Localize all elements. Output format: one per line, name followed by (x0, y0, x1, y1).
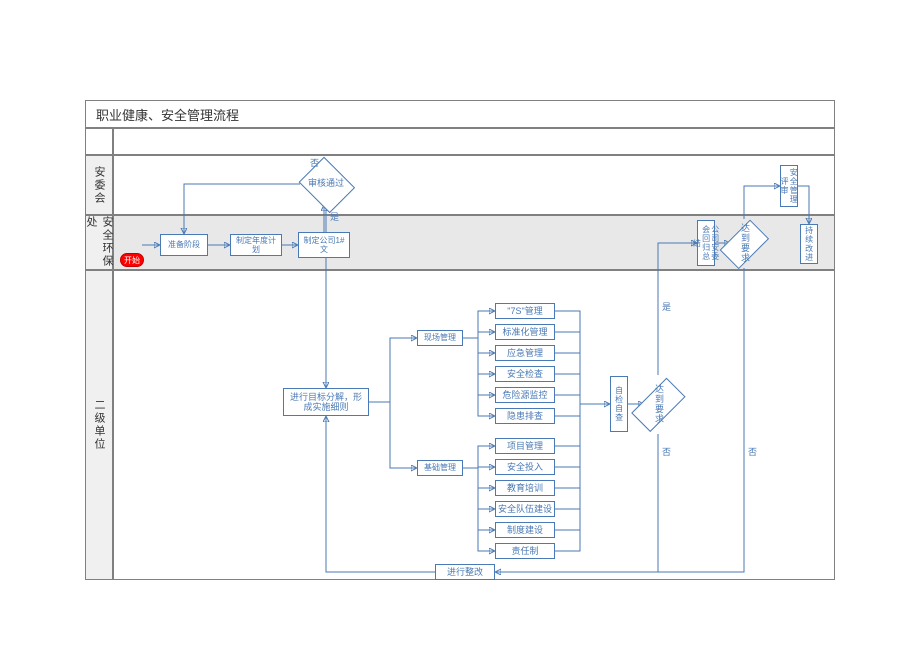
node-improve: 持续改进 (800, 224, 818, 264)
node-approve: 审核通过 (296, 160, 356, 208)
spacer-right (113, 128, 835, 155)
node-hazard: 隐患排查 (495, 408, 555, 424)
node-base_mgmt: 基础管理 (417, 460, 463, 476)
node-safety_chk: 安全检查 (495, 366, 555, 382)
node-prep: 准备阶段 (160, 234, 208, 256)
lane-label-3: 二级单位 (85, 270, 113, 580)
node-team: 安全队伍建设 (495, 501, 555, 517)
node-reach_req: 达到要求 (640, 370, 676, 438)
lane-label-2-text: 安全环保处 (83, 216, 115, 269)
node-proj_mgmt: 项目管理 (495, 438, 555, 454)
node-system: 制度建设 (495, 522, 555, 538)
node-start: 开始 (120, 253, 144, 267)
title-bar: 职业健康、安全管理流程 (85, 100, 835, 128)
edge-label-yes2: 是 (662, 300, 671, 313)
node-site_mgmt: 现场管理 (417, 330, 463, 346)
node-self_chk: 自检自查 (610, 376, 628, 432)
lane-label-1: 安委会 (85, 155, 113, 215)
node-s7: "7S"管理 (495, 303, 555, 319)
spacer-left (85, 128, 113, 155)
node-risk_ctrl: 危险源监控 (495, 387, 555, 403)
lane-label-2: 安全环保处 (85, 215, 113, 270)
node-summary: 公司安委会回归总结 (697, 220, 715, 266)
node-reach_req2: 达到要求 (726, 214, 762, 272)
node-decompose: 进行目标分解，形成实施细则 (283, 388, 369, 416)
lane-body-3 (113, 270, 835, 580)
title-text: 职业健康、安全管理流程 (96, 105, 239, 124)
node-annual_plan: 制定年度计划 (230, 234, 282, 256)
node-standard: 标准化管理 (495, 324, 555, 340)
edge-label-no2: 否 (662, 445, 671, 458)
node-invest: 安全投入 (495, 459, 555, 475)
node-training: 教育培训 (495, 480, 555, 496)
node-company_doc: 制定公司1# 文 (298, 232, 350, 258)
node-responsib: 责任制 (495, 543, 555, 559)
node-mgmt_review: 安全管理评审 (780, 165, 798, 207)
lane-body-1 (113, 155, 835, 215)
lane-label-3-text: 二级单位 (91, 399, 107, 451)
lane-label-1-text: 安委会 (91, 166, 107, 205)
node-rectify: 进行整改 (435, 564, 495, 580)
node-emergency: 应急管理 (495, 345, 555, 361)
edge-label-no3: 否 (748, 445, 757, 458)
edge-label-no1: 否 (310, 156, 319, 169)
edge-label-yes1: 是 (330, 210, 339, 223)
